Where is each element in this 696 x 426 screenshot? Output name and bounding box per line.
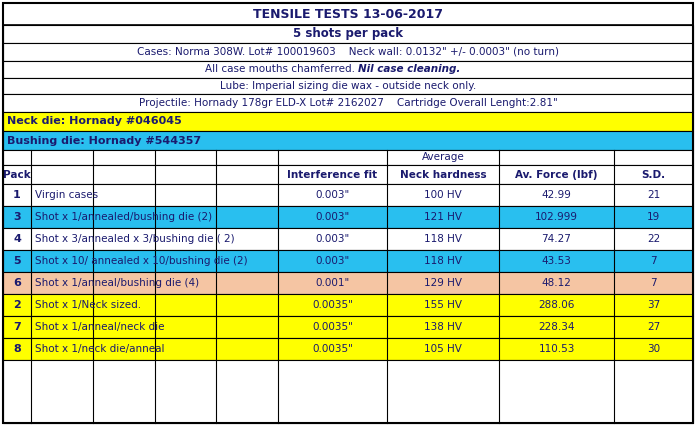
Text: 43.53: 43.53 bbox=[541, 256, 571, 266]
Text: 0.0035": 0.0035" bbox=[312, 322, 353, 332]
Text: 118 HV: 118 HV bbox=[424, 234, 462, 244]
Text: Shot x 1/annealed/bushing die (2): Shot x 1/annealed/bushing die (2) bbox=[35, 212, 212, 222]
Text: 0.003": 0.003" bbox=[315, 256, 349, 266]
Text: 6: 6 bbox=[13, 278, 21, 288]
Text: Shot x 1/neck die/anneal: Shot x 1/neck die/anneal bbox=[35, 344, 164, 354]
Text: TENSILE TESTS 13-06-2017: TENSILE TESTS 13-06-2017 bbox=[253, 8, 443, 20]
Text: 19: 19 bbox=[647, 212, 660, 222]
Text: 155 HV: 155 HV bbox=[424, 300, 462, 310]
Bar bbox=[3, 78, 693, 94]
Text: 228.34: 228.34 bbox=[538, 322, 575, 332]
Text: 74.27: 74.27 bbox=[541, 234, 571, 244]
Text: 121 HV: 121 HV bbox=[424, 212, 462, 222]
Bar bbox=[3, 360, 693, 423]
Text: Bushing die: Hornady #544357: Bushing die: Hornady #544357 bbox=[7, 135, 201, 146]
Text: 30: 30 bbox=[647, 344, 660, 354]
Text: 42.99: 42.99 bbox=[541, 190, 571, 200]
Text: Virgin cases: Virgin cases bbox=[35, 190, 98, 200]
Text: Av. Force (lbf): Av. Force (lbf) bbox=[515, 170, 598, 179]
Text: 129 HV: 129 HV bbox=[424, 278, 462, 288]
Bar bbox=[3, 165, 693, 184]
Text: S.D.: S.D. bbox=[642, 170, 665, 179]
Text: 3: 3 bbox=[13, 212, 21, 222]
Bar bbox=[3, 206, 693, 228]
Bar bbox=[3, 338, 693, 360]
Text: Shot x 1/Neck sized.: Shot x 1/Neck sized. bbox=[35, 300, 141, 310]
Text: 105 HV: 105 HV bbox=[424, 344, 462, 354]
Text: 0.003": 0.003" bbox=[315, 190, 349, 200]
Text: 7: 7 bbox=[650, 256, 657, 266]
Text: Projectile: Hornady 178gr ELD-X Lot# 2162027    Cartridge Overall Lenght:2.81": Projectile: Hornady 178gr ELD-X Lot# 216… bbox=[139, 98, 557, 108]
Bar bbox=[3, 3, 693, 25]
Text: All case mouths chamferred.: All case mouths chamferred. bbox=[205, 64, 358, 75]
Text: Lube: Imperial sizing die wax - outside neck only.: Lube: Imperial sizing die wax - outside … bbox=[220, 81, 476, 91]
Text: Shot x 1/anneal/bushing die (4): Shot x 1/anneal/bushing die (4) bbox=[35, 278, 199, 288]
Text: Shot x 3/annealed x 3/bushing die ( 2): Shot x 3/annealed x 3/bushing die ( 2) bbox=[35, 234, 235, 244]
Bar bbox=[3, 228, 693, 250]
Bar bbox=[3, 61, 693, 78]
Text: 7: 7 bbox=[650, 278, 657, 288]
Bar bbox=[3, 272, 693, 294]
Text: Neck die: Hornady #046045: Neck die: Hornady #046045 bbox=[7, 116, 182, 127]
Text: 21: 21 bbox=[647, 190, 660, 200]
Text: 37: 37 bbox=[647, 300, 660, 310]
Text: Average: Average bbox=[422, 153, 464, 162]
Text: 27: 27 bbox=[647, 322, 660, 332]
Text: 2: 2 bbox=[13, 300, 21, 310]
Text: 0.003": 0.003" bbox=[315, 234, 349, 244]
Bar bbox=[3, 25, 693, 43]
Bar bbox=[3, 250, 693, 272]
Text: 7: 7 bbox=[13, 322, 21, 332]
Bar bbox=[3, 150, 693, 165]
Text: 4: 4 bbox=[13, 234, 21, 244]
Text: Cases: Norma 308W. Lot# 100019603    Neck wall: 0.0132" +/- 0.0003" (no turn): Cases: Norma 308W. Lot# 100019603 Neck w… bbox=[137, 47, 559, 57]
Text: 5 shots per pack: 5 shots per pack bbox=[293, 28, 403, 40]
Text: Interference fit: Interference fit bbox=[287, 170, 377, 179]
Text: Nil case cleaning.: Nil case cleaning. bbox=[358, 64, 460, 75]
Bar bbox=[3, 316, 693, 338]
Text: 0.0035": 0.0035" bbox=[312, 344, 353, 354]
Text: Pack: Pack bbox=[3, 170, 31, 179]
Text: 0.003": 0.003" bbox=[315, 212, 349, 222]
Text: Shot x 1/anneal/neck die: Shot x 1/anneal/neck die bbox=[35, 322, 164, 332]
Bar bbox=[3, 43, 693, 61]
Bar bbox=[3, 131, 693, 150]
Text: 1: 1 bbox=[13, 190, 21, 200]
Text: 118 HV: 118 HV bbox=[424, 256, 462, 266]
Text: 48.12: 48.12 bbox=[541, 278, 571, 288]
Text: 22: 22 bbox=[647, 234, 660, 244]
Bar bbox=[3, 94, 693, 112]
Bar bbox=[3, 112, 693, 131]
Text: 8: 8 bbox=[13, 344, 21, 354]
Bar bbox=[3, 294, 693, 316]
Text: 0.0035": 0.0035" bbox=[312, 300, 353, 310]
Text: 102.999: 102.999 bbox=[535, 212, 578, 222]
Text: Shot x 10/ annealed x 10/bushing die (2): Shot x 10/ annealed x 10/bushing die (2) bbox=[35, 256, 248, 266]
Text: 110.53: 110.53 bbox=[538, 344, 575, 354]
Text: 5: 5 bbox=[13, 256, 21, 266]
Text: 288.06: 288.06 bbox=[538, 300, 575, 310]
Text: 0.001": 0.001" bbox=[315, 278, 349, 288]
Text: 138 HV: 138 HV bbox=[424, 322, 462, 332]
Text: Neck hardness: Neck hardness bbox=[400, 170, 487, 179]
Bar bbox=[3, 184, 693, 206]
Text: 100 HV: 100 HV bbox=[424, 190, 462, 200]
